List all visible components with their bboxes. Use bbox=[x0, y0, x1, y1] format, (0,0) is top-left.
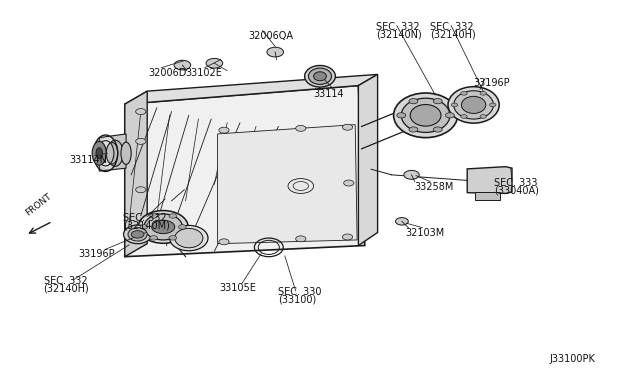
Circle shape bbox=[140, 225, 148, 229]
Ellipse shape bbox=[454, 91, 493, 119]
Circle shape bbox=[451, 103, 458, 107]
Text: 32006D: 32006D bbox=[148, 68, 187, 78]
Circle shape bbox=[433, 127, 442, 132]
Ellipse shape bbox=[128, 228, 147, 241]
Polygon shape bbox=[475, 192, 500, 200]
Ellipse shape bbox=[401, 98, 450, 132]
Circle shape bbox=[136, 187, 146, 193]
Text: 33102E: 33102E bbox=[186, 68, 223, 78]
Circle shape bbox=[150, 235, 157, 240]
Ellipse shape bbox=[92, 141, 106, 165]
Ellipse shape bbox=[394, 93, 458, 138]
Text: SEC. 332: SEC. 332 bbox=[44, 276, 87, 286]
Circle shape bbox=[396, 218, 408, 225]
Circle shape bbox=[409, 99, 418, 104]
Text: 33114: 33114 bbox=[314, 89, 344, 99]
Text: 33196P: 33196P bbox=[474, 78, 510, 88]
Circle shape bbox=[136, 109, 146, 115]
Text: 33114N: 33114N bbox=[69, 155, 107, 166]
Circle shape bbox=[169, 235, 177, 240]
Text: SEC. 332: SEC. 332 bbox=[430, 22, 474, 32]
Text: 33258M: 33258M bbox=[415, 182, 454, 192]
Polygon shape bbox=[125, 74, 378, 104]
Circle shape bbox=[219, 239, 229, 245]
Circle shape bbox=[409, 127, 418, 132]
Polygon shape bbox=[99, 134, 126, 171]
Text: (32140H): (32140H) bbox=[44, 283, 89, 294]
Circle shape bbox=[342, 234, 353, 240]
Ellipse shape bbox=[121, 142, 131, 164]
Circle shape bbox=[152, 220, 175, 234]
Polygon shape bbox=[218, 125, 357, 244]
Ellipse shape bbox=[124, 225, 152, 244]
Circle shape bbox=[296, 236, 306, 242]
Circle shape bbox=[445, 113, 454, 118]
Circle shape bbox=[480, 115, 486, 118]
Polygon shape bbox=[358, 74, 378, 246]
Circle shape bbox=[219, 127, 229, 133]
Ellipse shape bbox=[305, 65, 335, 87]
Ellipse shape bbox=[170, 225, 208, 251]
Circle shape bbox=[296, 125, 306, 131]
Circle shape bbox=[480, 92, 486, 95]
Circle shape bbox=[136, 138, 146, 144]
Ellipse shape bbox=[461, 96, 486, 113]
Ellipse shape bbox=[138, 211, 188, 243]
Text: SEC. 332: SEC. 332 bbox=[376, 22, 420, 32]
Circle shape bbox=[344, 180, 354, 186]
Ellipse shape bbox=[107, 140, 123, 166]
Text: SEC. 330: SEC. 330 bbox=[278, 287, 321, 297]
Circle shape bbox=[131, 231, 144, 238]
Text: SEC. 333: SEC. 333 bbox=[494, 178, 538, 188]
Ellipse shape bbox=[410, 105, 441, 126]
Text: J33100PK: J33100PK bbox=[549, 354, 595, 364]
Text: (33040A): (33040A) bbox=[494, 185, 539, 195]
Circle shape bbox=[150, 214, 157, 218]
Circle shape bbox=[179, 225, 186, 229]
Circle shape bbox=[461, 115, 467, 118]
Circle shape bbox=[404, 170, 419, 179]
Text: 33105E: 33105E bbox=[219, 283, 256, 294]
Ellipse shape bbox=[448, 87, 499, 123]
Ellipse shape bbox=[144, 214, 182, 240]
Ellipse shape bbox=[97, 137, 118, 169]
Circle shape bbox=[342, 124, 353, 130]
Circle shape bbox=[169, 214, 177, 218]
Text: (32140N): (32140N) bbox=[376, 30, 422, 40]
Circle shape bbox=[136, 235, 146, 241]
Circle shape bbox=[490, 103, 496, 107]
Ellipse shape bbox=[175, 228, 203, 248]
Text: (33100): (33100) bbox=[278, 295, 316, 305]
Circle shape bbox=[397, 113, 406, 118]
Circle shape bbox=[206, 58, 223, 68]
Circle shape bbox=[433, 99, 442, 104]
Circle shape bbox=[267, 47, 284, 57]
Text: 32006QA: 32006QA bbox=[248, 31, 293, 41]
Text: SEC. 332: SEC. 332 bbox=[123, 213, 166, 223]
Ellipse shape bbox=[314, 72, 326, 81]
Circle shape bbox=[461, 92, 467, 95]
Ellipse shape bbox=[308, 68, 332, 84]
Ellipse shape bbox=[96, 148, 102, 159]
Text: FRONT: FRONT bbox=[24, 192, 53, 218]
Polygon shape bbox=[125, 86, 365, 257]
Polygon shape bbox=[467, 167, 512, 193]
Text: (32140H): (32140H) bbox=[430, 30, 476, 40]
Text: 32103M: 32103M bbox=[406, 228, 445, 238]
Text: (32140M): (32140M) bbox=[123, 220, 170, 230]
Ellipse shape bbox=[106, 142, 118, 164]
Text: 33196P: 33196P bbox=[78, 249, 115, 259]
Polygon shape bbox=[125, 91, 147, 257]
Circle shape bbox=[174, 60, 191, 70]
